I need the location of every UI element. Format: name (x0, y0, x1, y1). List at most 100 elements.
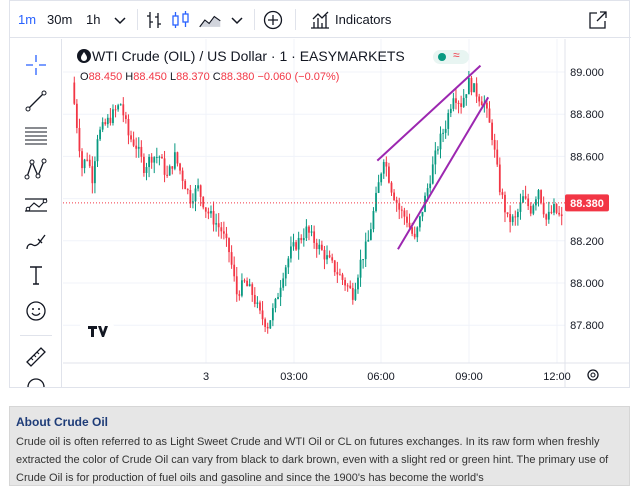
indicators-icon[interactable] (308, 8, 332, 32)
horizontal-lines-icon[interactable] (22, 121, 50, 149)
candle-body (400, 209, 403, 211)
candle-body (416, 227, 419, 238)
interval-30m[interactable]: 30m (47, 12, 73, 27)
smiley-icon[interactable] (22, 297, 50, 325)
candle-body (346, 285, 349, 287)
candle-body (442, 132, 444, 134)
candle-body (532, 205, 535, 214)
candle-body (426, 188, 429, 196)
trendline (397, 96, 490, 250)
candle-body (462, 97, 465, 107)
candles-icon[interactable] (169, 8, 193, 32)
candle-body (143, 156, 145, 173)
trendline (376, 64, 482, 162)
toolbar-divider (137, 9, 138, 30)
status-pill[interactable]: ≈ (433, 48, 469, 64)
about-section: About Crude Oil Crude oil is often refer… (9, 406, 630, 486)
price-tick-label: 88.600 (570, 151, 604, 163)
candle-body (398, 203, 401, 210)
candle-body (217, 223, 220, 228)
candle-body (238, 294, 241, 296)
candle-body (457, 102, 460, 104)
crosshair-icon[interactable] (22, 51, 50, 79)
candle-body (96, 139, 99, 162)
candle-body (277, 297, 279, 300)
toolbar-divider (295, 9, 296, 30)
candle-body (560, 214, 563, 217)
candle-body (256, 302, 259, 304)
candle-body (150, 156, 153, 163)
candle-body (411, 227, 414, 234)
candle-body (310, 231, 313, 233)
price-chart[interactable]: 89.00088.80088.60088.40088.20088.00087.8… (63, 39, 629, 387)
candle-body (184, 180, 187, 190)
chart-grid (63, 39, 629, 387)
chevron-down-icon[interactable] (108, 8, 132, 32)
candle-body (75, 103, 78, 128)
candle-body (204, 207, 207, 212)
candle-body (408, 222, 411, 228)
candle-body (403, 210, 406, 217)
brush-icon[interactable] (22, 227, 50, 255)
area-chart-icon[interactable] (198, 8, 222, 32)
candle-body (207, 211, 210, 214)
candle-body (388, 166, 390, 183)
candle-body (480, 101, 483, 106)
candle-body (279, 287, 282, 298)
magnifier-icon[interactable] (22, 377, 50, 387)
interval-1h[interactable]: 1h (86, 12, 101, 27)
candle-body (264, 319, 267, 327)
trend-line-icon[interactable] (22, 87, 50, 115)
forecast-icon[interactable] (22, 191, 50, 219)
price-tick-label: 88.200 (570, 236, 604, 248)
text-icon[interactable] (22, 261, 50, 289)
chevron-down-icon[interactable] (225, 8, 249, 32)
indicators-button[interactable]: Indicators (335, 12, 392, 27)
symbol-title[interactable]: WTI Crude (OIL) / US Dollar · 1 · EASYMA… (92, 48, 405, 64)
candle-body (269, 320, 272, 329)
candle-body (390, 182, 393, 193)
candle-body (287, 258, 290, 268)
popout-icon[interactable] (586, 8, 610, 32)
candle-body (119, 104, 122, 106)
about-body: Crude oil is often referred to as Light … (16, 436, 609, 484)
candle-body (527, 198, 530, 207)
tool-divider (20, 335, 52, 336)
candle-body (243, 280, 246, 282)
compare-plus-icon[interactable] (261, 8, 285, 32)
candle-body (558, 212, 561, 215)
bar-chart-icon[interactable] (142, 8, 166, 32)
ruler-icon[interactable] (22, 343, 50, 371)
oil-symbol-icon (77, 49, 91, 63)
candle-body (140, 146, 143, 157)
candle-body (434, 150, 437, 165)
candle-body (359, 259, 362, 278)
candle-body (318, 244, 321, 250)
candle-body (215, 223, 218, 225)
candle-body (382, 162, 385, 174)
candle-body (155, 156, 158, 158)
candle-body (540, 190, 542, 203)
pattern-icon[interactable] (22, 155, 50, 183)
candle-body (323, 249, 326, 260)
candle-body (545, 214, 548, 220)
candle-body (222, 231, 225, 234)
candle-body (228, 238, 230, 253)
candle-body (341, 274, 344, 280)
low-value: 88.370 (176, 71, 210, 83)
market-open-dot (438, 53, 446, 61)
candle-body (83, 159, 86, 169)
candle-body (114, 109, 117, 111)
candle-body (488, 108, 491, 123)
candle-body (199, 185, 202, 197)
interval-1m[interactable]: 1m (18, 12, 37, 27)
candle-body (253, 294, 256, 304)
candle-body (127, 118, 130, 136)
candle-body (104, 122, 107, 125)
price-tick-label: 88.000 (570, 278, 604, 290)
candle-body (470, 77, 473, 93)
chart-widget: 1m 30m 1h Indicators 89.000 88.800 8 (9, 0, 631, 388)
candle-body (73, 82, 76, 104)
candle-body (197, 185, 199, 189)
candle-body (339, 274, 341, 276)
